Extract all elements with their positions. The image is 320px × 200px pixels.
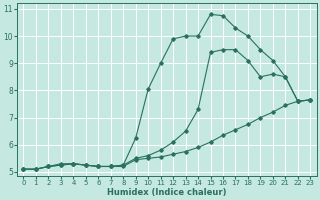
X-axis label: Humidex (Indice chaleur): Humidex (Indice chaleur) <box>107 188 227 197</box>
